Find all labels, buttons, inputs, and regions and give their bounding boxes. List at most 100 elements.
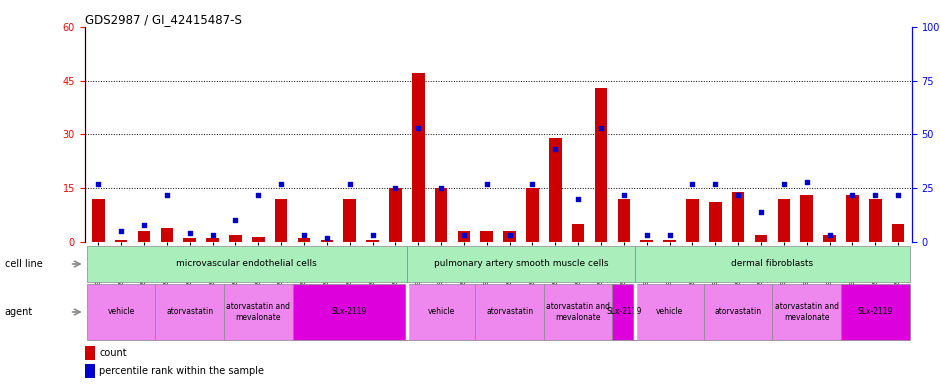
Point: [365, 232, 380, 238]
Bar: [544, 284, 613, 340]
Bar: [86, 246, 407, 282]
Bar: [92, 199, 104, 242]
Bar: [595, 88, 607, 242]
Bar: [664, 240, 676, 242]
Point: [525, 181, 540, 187]
Bar: [138, 231, 150, 242]
Text: atorvastatin: atorvastatin: [166, 308, 213, 316]
Bar: [892, 224, 904, 242]
Text: SLx-2119: SLx-2119: [857, 308, 893, 316]
Bar: [503, 231, 516, 242]
Bar: [773, 284, 841, 340]
Bar: [480, 231, 494, 242]
Point: [342, 181, 357, 187]
Point: [91, 181, 106, 187]
Point: [457, 232, 472, 238]
Bar: [841, 284, 910, 340]
Point: [754, 209, 769, 215]
Point: [776, 181, 791, 187]
Bar: [183, 238, 196, 242]
Point: [708, 181, 723, 187]
Bar: [274, 199, 288, 242]
Point: [205, 232, 220, 238]
Bar: [640, 240, 653, 242]
Text: agent: agent: [5, 307, 33, 317]
Text: percentile rank within the sample: percentile rank within the sample: [100, 366, 264, 376]
Point: [845, 192, 860, 198]
Bar: [224, 284, 292, 340]
Bar: [298, 238, 310, 242]
Bar: [526, 188, 539, 242]
Bar: [407, 246, 635, 282]
Point: [890, 192, 905, 198]
Point: [822, 232, 837, 238]
Bar: [635, 246, 910, 282]
Point: [868, 192, 883, 198]
Bar: [115, 240, 128, 242]
Point: [320, 235, 335, 241]
Bar: [343, 199, 356, 242]
Bar: [709, 202, 722, 242]
Bar: [476, 284, 544, 340]
Point: [114, 228, 129, 234]
Point: [502, 232, 517, 238]
Bar: [800, 195, 813, 242]
Text: dermal fibroblasts: dermal fibroblasts: [731, 260, 813, 268]
Point: [274, 181, 289, 187]
Text: atorvastatin and
mevalonate: atorvastatin and mevalonate: [227, 302, 290, 322]
Point: [227, 217, 243, 223]
Point: [411, 125, 426, 131]
Bar: [435, 188, 447, 242]
Bar: [823, 235, 836, 242]
Bar: [755, 235, 767, 242]
Bar: [252, 237, 264, 242]
Bar: [86, 284, 155, 340]
Bar: [206, 238, 219, 242]
Point: [160, 192, 175, 198]
Point: [182, 230, 197, 237]
Bar: [389, 188, 401, 242]
Text: atorvastatin: atorvastatin: [486, 308, 533, 316]
Point: [433, 185, 448, 191]
Point: [571, 196, 586, 202]
Text: SLx-2119: SLx-2119: [332, 308, 368, 316]
Point: [251, 192, 266, 198]
Text: SLx-2119: SLx-2119: [606, 308, 642, 316]
Bar: [732, 192, 744, 242]
Point: [548, 146, 563, 152]
Bar: [85, 346, 95, 360]
Text: atorvastatin: atorvastatin: [714, 308, 761, 316]
Bar: [367, 240, 379, 242]
Bar: [458, 231, 470, 242]
Bar: [846, 195, 858, 242]
Point: [799, 179, 814, 185]
Bar: [549, 138, 561, 242]
Bar: [161, 228, 173, 242]
Text: microvascular endothelial cells: microvascular endothelial cells: [177, 260, 317, 268]
Bar: [407, 284, 476, 340]
Bar: [704, 284, 773, 340]
Text: vehicle: vehicle: [656, 308, 683, 316]
Point: [136, 222, 151, 228]
Text: count: count: [100, 348, 127, 358]
Bar: [777, 199, 791, 242]
Text: GDS2987 / GI_42415487-S: GDS2987 / GI_42415487-S: [85, 13, 242, 26]
Text: pulmonary artery smooth muscle cells: pulmonary artery smooth muscle cells: [433, 260, 608, 268]
Bar: [229, 235, 242, 242]
Point: [662, 232, 677, 238]
Text: vehicle: vehicle: [428, 308, 455, 316]
Text: atorvastatin and
mevalonate: atorvastatin and mevalonate: [546, 302, 610, 322]
Bar: [321, 240, 333, 242]
Point: [388, 185, 403, 191]
Text: cell line: cell line: [5, 259, 42, 269]
Bar: [635, 284, 704, 340]
Bar: [292, 284, 407, 340]
Point: [479, 181, 494, 187]
Bar: [572, 224, 585, 242]
Bar: [85, 364, 95, 378]
Text: atorvastatin and
mevalonate: atorvastatin and mevalonate: [775, 302, 838, 322]
Point: [685, 181, 700, 187]
Text: vehicle: vehicle: [107, 308, 134, 316]
Point: [593, 125, 608, 131]
Point: [730, 192, 745, 198]
